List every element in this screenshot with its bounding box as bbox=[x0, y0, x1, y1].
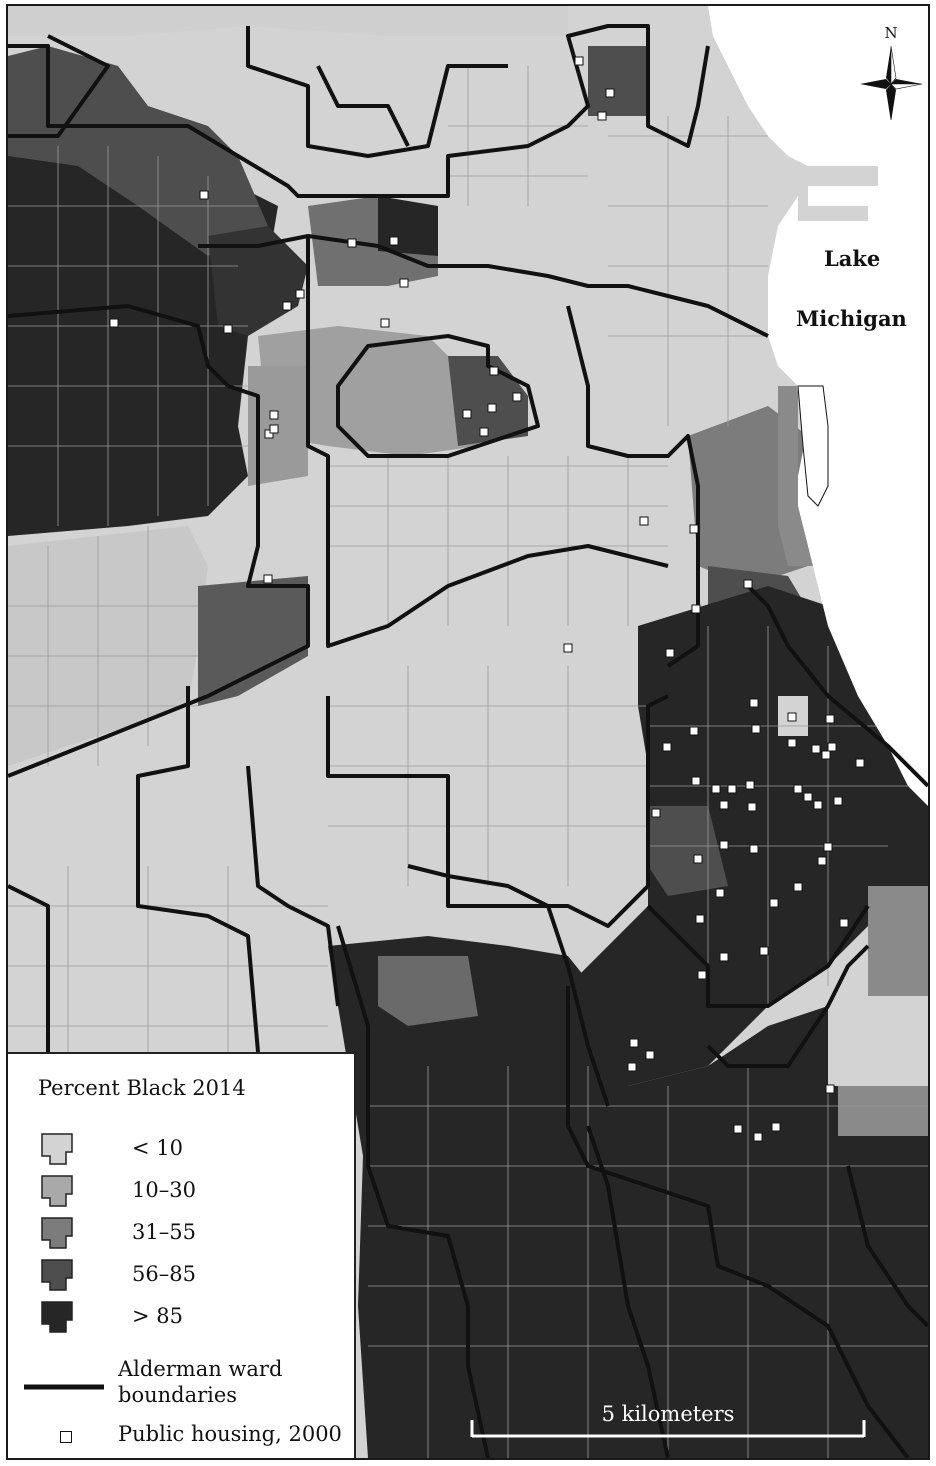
map-frame: Lake Michigan N Percent Black 2014 < 10 … bbox=[6, 4, 930, 1460]
legend-label-gt85: > 85 bbox=[132, 1304, 183, 1328]
legend-label-lt10: < 10 bbox=[132, 1136, 183, 1160]
ward-boundaries bbox=[8, 24, 928, 1458]
region-south-light-1 bbox=[828, 1006, 928, 1086]
region-central-d bbox=[378, 196, 438, 256]
legend-swatch-lt10 bbox=[41, 1133, 73, 1165]
legend-item-lt10: < 10 bbox=[36, 1130, 336, 1168]
legend-label-10-30: 10–30 bbox=[132, 1178, 196, 1202]
compass-star-icon bbox=[860, 45, 923, 122]
scale-bar-label: 5 kilometers bbox=[601, 1402, 735, 1426]
pier bbox=[798, 166, 878, 221]
scale-bar-line bbox=[470, 1420, 866, 1438]
legend-label-56-85: 56–85 bbox=[132, 1262, 196, 1286]
region-central-b bbox=[448, 356, 528, 446]
legend-swatch-56-85 bbox=[41, 1259, 73, 1291]
legend-swatch-gt85 bbox=[41, 1301, 73, 1333]
region-south-mid-3 bbox=[868, 886, 928, 996]
lake-label-line2: Michigan bbox=[796, 306, 907, 331]
legend-title: Percent Black 2014 bbox=[38, 1076, 246, 1100]
shore-strip bbox=[778, 386, 813, 566]
region-northwest-mid bbox=[8, 46, 268, 256]
legend-ward-label-line2: boundaries bbox=[118, 1383, 238, 1407]
legend-public-housing-label: Public housing, 2000 bbox=[118, 1422, 342, 1446]
lake-label-line1: Lake bbox=[824, 246, 881, 271]
choropleth-map bbox=[8, 6, 928, 1458]
region-north-lake bbox=[588, 46, 648, 116]
map-legend: Percent Black 2014 < 10 10–30 31–55 56–8… bbox=[8, 1052, 356, 1458]
legend-item-56-85: 56–85 bbox=[36, 1256, 336, 1294]
compass-rose: N bbox=[858, 24, 924, 122]
public-housing-square-icon bbox=[60, 1431, 72, 1443]
harbor-island bbox=[797, 385, 829, 507]
region-central-mid bbox=[198, 576, 308, 706]
legend-label-31-55: 31–55 bbox=[132, 1220, 196, 1244]
region-south-mid-1 bbox=[378, 956, 478, 1026]
legend-swatch-31-55 bbox=[41, 1217, 73, 1249]
region-central-a bbox=[258, 326, 488, 456]
public-housing-markers bbox=[109, 56, 865, 1142]
legend-ward-label-line1: Alderman ward bbox=[118, 1357, 283, 1381]
region-north-top bbox=[8, 6, 568, 36]
legend-item-10-30: 10–30 bbox=[36, 1172, 336, 1210]
legend-item-31-55: 31–55 bbox=[36, 1214, 336, 1252]
scale-bar: 5 kilometers bbox=[470, 1402, 866, 1438]
region-southeast-dark bbox=[568, 586, 928, 1086]
ward-boundary-line-icon bbox=[24, 1384, 104, 1390]
legend-item-gt85: > 85 bbox=[36, 1298, 336, 1336]
compass-north-label: N bbox=[884, 24, 898, 42]
legend-swatch-10-30 bbox=[41, 1175, 73, 1207]
region-south-mid-2 bbox=[838, 1086, 928, 1136]
